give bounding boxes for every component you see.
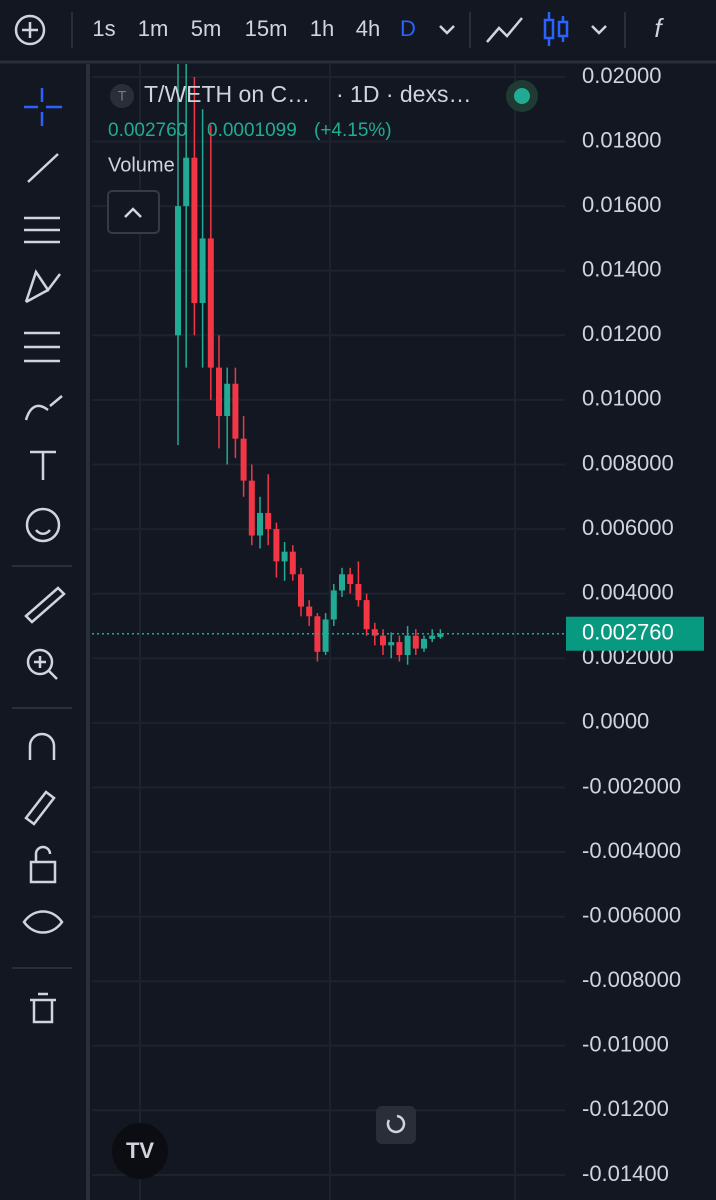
reset-button[interactable] [376, 1106, 416, 1144]
last-price-label: 0.002760 [582, 620, 674, 645]
trendline-tool[interactable] [27, 153, 59, 183]
legend-change: 0.0001099 [207, 120, 297, 141]
y-tick-label: -0.008000 [582, 967, 681, 992]
symbol-meta: · 1D · dexs… [336, 81, 471, 107]
interval[interactable]: 1m [138, 16, 169, 41]
candle-body [363, 600, 370, 630]
candle-body [355, 583, 362, 601]
tradingview-logo: TV [112, 1123, 168, 1179]
emoji-tool[interactable] [25, 507, 61, 543]
text-tool[interactable] [30, 450, 56, 480]
indicators-button[interactable]: f [654, 13, 664, 43]
candle-body [224, 383, 231, 417]
candle-body [199, 238, 206, 304]
candle-body [175, 206, 181, 336]
legend-price: 0.002760 [108, 120, 187, 141]
delete-tool[interactable] [30, 992, 56, 1024]
brush-tool[interactable] [24, 395, 63, 421]
legend-change-pct: (+4.15%) [314, 120, 392, 141]
interval[interactable]: 15m [245, 16, 288, 41]
y-tick-label: 0.004000 [582, 579, 674, 604]
y-tick-label: 0.006000 [582, 515, 674, 540]
fib-tool[interactable] [24, 216, 60, 244]
y-tick-label: -0.006000 [582, 902, 681, 927]
candle-body [248, 480, 255, 536]
candle-body [412, 635, 419, 649]
candle-body [404, 635, 411, 656]
y-tick-label: -0.01400 [582, 1161, 669, 1186]
y-tick-label: 0.0000 [582, 709, 649, 734]
crosshair-tool[interactable] [24, 88, 62, 126]
candle-body [265, 512, 272, 530]
status-dot [514, 88, 530, 104]
interval[interactable]: 1s [92, 16, 115, 41]
candle-chart-button[interactable] [543, 12, 569, 46]
y-tick-label: 0.02000 [582, 63, 662, 88]
candle-body [421, 638, 427, 649]
y-tick-label: -0.002000 [582, 773, 681, 798]
left-toolbar [0, 64, 86, 1200]
collapse-icon [124, 207, 142, 218]
candle-body [289, 551, 296, 575]
line-chart-button[interactable] [486, 17, 523, 43]
visibility-tool[interactable] [22, 910, 64, 934]
y-tick-label: 0.01200 [582, 321, 662, 346]
candle-body [216, 367, 222, 417]
symbol-name[interactable]: T/WETH on C… [144, 81, 310, 107]
y-tick-label: -0.01200 [582, 1096, 669, 1121]
interval-dropdown[interactable] [439, 25, 455, 35]
candle-body [281, 551, 288, 562]
volume-label: Volume [108, 154, 175, 176]
candle-body [183, 157, 190, 207]
y-tick-label: 0.01000 [582, 386, 662, 411]
y-tick-label: -0.004000 [582, 838, 681, 863]
magnet-tool[interactable] [28, 732, 56, 760]
legend: T T/WETH on C… · 1D · dexs… 0.002760 0.0… [107, 80, 538, 234]
add-button[interactable] [14, 14, 46, 46]
candle-body [371, 629, 378, 636]
last-price-box [566, 616, 704, 651]
candle-body [396, 642, 403, 656]
svg-text:TV: TV [126, 1138, 154, 1163]
y-tick-label: 0.01400 [582, 257, 662, 282]
candle-body [380, 635, 386, 646]
candle-body [330, 590, 337, 620]
ruler-tool[interactable] [24, 586, 66, 624]
collapse-button[interactable] [107, 190, 160, 234]
y-tick-label: 0.01800 [582, 127, 662, 152]
plot-area [92, 64, 565, 1200]
candle-body [306, 606, 313, 617]
candle-body [437, 633, 444, 637]
y-tick-label: 0.01600 [582, 192, 662, 217]
lock-drawing-tool[interactable] [24, 790, 56, 826]
candle-body [207, 238, 214, 368]
candle-body [273, 529, 280, 562]
interval-active[interactable]: D [400, 16, 416, 41]
candle-body [339, 574, 345, 591]
y-tick-label: -0.01000 [582, 1032, 669, 1057]
candle-body [388, 642, 395, 646]
interval[interactable]: 5m [191, 16, 222, 41]
candle-body [322, 619, 329, 652]
candle-body [257, 512, 263, 536]
candle-body [429, 635, 436, 639]
symbol-icon-letter: T [118, 88, 127, 104]
pattern-tool[interactable] [24, 269, 61, 304]
candle-body [347, 574, 354, 584]
candle-body [240, 438, 247, 481]
candle-body [191, 157, 198, 304]
zoom-tool[interactable] [26, 648, 58, 680]
interval[interactable]: 4h [356, 16, 380, 41]
chart-type-dropdown[interactable] [591, 25, 607, 35]
prediction-tool[interactable] [24, 331, 60, 363]
interval[interactable]: 1h [310, 16, 334, 41]
lock-tool[interactable] [29, 845, 57, 884]
candle-body [232, 383, 239, 439]
candle-body [298, 574, 304, 607]
symbol-icon [110, 84, 134, 108]
y-tick-label: 0.008000 [582, 450, 674, 475]
